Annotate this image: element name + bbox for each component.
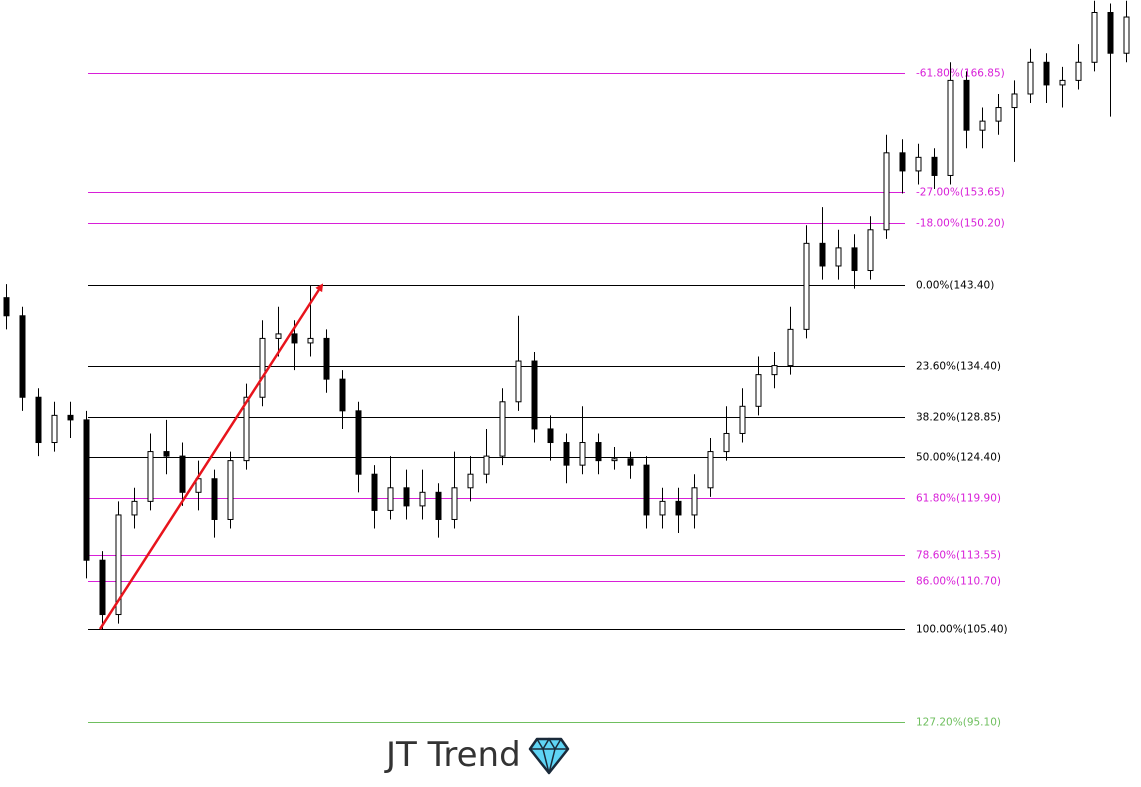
candle-body xyxy=(883,152,890,231)
candle-body xyxy=(771,365,778,376)
candle-body xyxy=(755,374,762,407)
candle-body xyxy=(675,500,682,516)
candle-body xyxy=(499,401,506,457)
candle-body xyxy=(467,473,474,489)
fib-label: 61.80%(119.90) xyxy=(916,493,1001,505)
candle-body xyxy=(307,337,314,344)
candle-body xyxy=(1027,61,1034,95)
candle-body xyxy=(1107,11,1114,54)
candles xyxy=(3,0,1130,630)
candle-body xyxy=(835,247,842,267)
candle-body xyxy=(419,491,426,507)
candle-body xyxy=(787,328,794,367)
candle-body xyxy=(387,487,394,511)
fib-levels: -61.80%(166.85) -27.00%(153.65) -18.00%(15… xyxy=(88,68,1008,729)
candle-body xyxy=(355,410,362,475)
candle-body xyxy=(211,478,218,520)
fib-label: 86.00%(110.70) xyxy=(916,576,1001,588)
candle-body xyxy=(979,120,986,131)
candle-body xyxy=(83,419,90,561)
candle-body xyxy=(819,242,826,267)
candle-body xyxy=(67,414,74,421)
candle-body xyxy=(1011,93,1018,109)
fib-label: 38.20%(128.85) xyxy=(916,412,1001,424)
candle-body xyxy=(1123,16,1130,54)
candle-body xyxy=(1043,61,1050,86)
fib-label: 0.00%(143.40) xyxy=(916,280,994,292)
candle-body xyxy=(323,337,330,380)
candle-body xyxy=(611,458,618,462)
candle-body xyxy=(51,414,58,444)
candle-body xyxy=(515,360,522,403)
candle-body xyxy=(275,333,282,339)
candle-body xyxy=(547,428,554,444)
candle-body xyxy=(451,487,458,520)
fib-label: -18.00%(150.20) xyxy=(916,218,1005,230)
candle-body xyxy=(579,442,586,466)
candle-body xyxy=(243,396,250,462)
candle-body xyxy=(723,432,730,453)
candle-body xyxy=(435,491,442,520)
candle-body xyxy=(963,79,970,131)
candle-body xyxy=(563,442,570,466)
candle-body xyxy=(739,405,746,434)
watermark: JT Trend xyxy=(384,735,521,775)
fib-label: 127.20%(95.10) xyxy=(916,717,1001,729)
candle-body xyxy=(99,559,106,616)
fib-label: 100.00%(105.40) xyxy=(916,624,1008,636)
candle-body xyxy=(931,156,938,176)
candle-body xyxy=(163,451,170,457)
candle-body xyxy=(1059,79,1066,86)
candle-body xyxy=(147,451,154,502)
fib-label: -61.80%(166.85) xyxy=(916,68,1005,80)
trend-arrow-group xyxy=(98,283,324,630)
candle-body xyxy=(915,156,922,172)
candle-body xyxy=(531,360,538,430)
candle-body xyxy=(371,473,378,511)
candle-body xyxy=(595,442,602,462)
candle-body xyxy=(227,460,234,520)
candle-body xyxy=(691,487,698,516)
candle-body xyxy=(899,152,906,172)
candle-body xyxy=(259,337,266,398)
fib-label: 78.60%(113.55) xyxy=(916,550,1001,562)
candle-body xyxy=(19,315,26,398)
candle-body xyxy=(1075,61,1082,81)
candle-body xyxy=(339,378,346,412)
candle-body xyxy=(179,455,186,493)
candle-body xyxy=(115,514,122,616)
candle-body xyxy=(867,229,874,272)
candle-body xyxy=(995,107,1002,122)
candle-body xyxy=(707,451,714,489)
candle-body xyxy=(643,464,650,516)
fib-label: 50.00%(124.40) xyxy=(916,452,1001,464)
candle-body xyxy=(195,478,202,493)
candle-body xyxy=(3,297,10,317)
diamond-icon xyxy=(528,737,570,775)
candle-body xyxy=(1091,11,1098,63)
candle-body xyxy=(803,242,810,330)
candle-body xyxy=(131,500,138,516)
trend-arrow xyxy=(98,283,324,630)
candle-body xyxy=(403,487,410,507)
candle-body xyxy=(627,458,634,466)
candle-body xyxy=(291,333,298,344)
candle-body xyxy=(659,500,666,516)
candle-body xyxy=(947,79,954,176)
fib-label: -27.00%(153.65) xyxy=(916,187,1005,199)
candle-body xyxy=(35,396,42,444)
candle-body xyxy=(851,247,858,272)
fib-label: 23.60%(134.40) xyxy=(916,361,1001,373)
candle-body xyxy=(483,455,490,475)
